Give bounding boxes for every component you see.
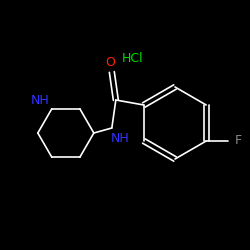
Text: F: F	[234, 134, 242, 147]
Text: HCl: HCl	[122, 52, 144, 64]
Text: NH: NH	[110, 132, 129, 144]
Text: NH: NH	[30, 94, 49, 107]
Text: O: O	[105, 56, 115, 68]
